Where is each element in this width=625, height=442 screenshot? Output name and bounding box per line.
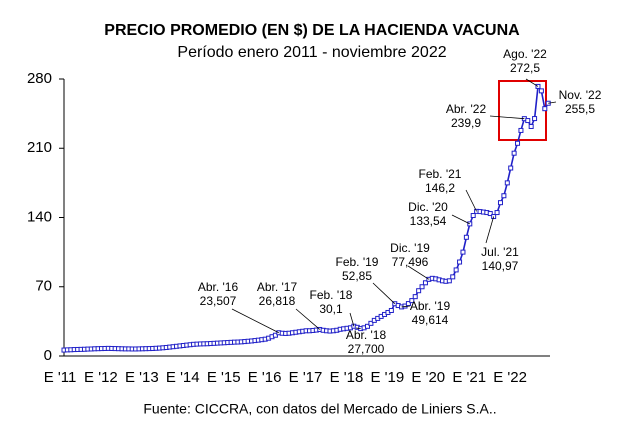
annotation-value: 52,85 <box>342 269 372 283</box>
marker <box>528 123 534 129</box>
marker <box>542 106 548 112</box>
y-tick-label: 70 <box>35 278 52 295</box>
annotation-label: Abr. '17 <box>257 280 298 294</box>
marker <box>508 165 514 171</box>
annotation-value: 77,496 <box>392 255 429 269</box>
annotation-value: 23,507 <box>200 294 237 308</box>
x-tick-label: E '18 <box>330 369 364 386</box>
source: Fuente: CICCRA, con datos del Mercado de… <box>143 401 496 417</box>
annotation-label: Abr. '19 <box>410 299 451 313</box>
marker <box>463 234 469 240</box>
marker <box>364 323 370 329</box>
annotation-label: Abr. '16 <box>198 280 239 294</box>
marker <box>470 213 476 219</box>
y-tick-label: 0 <box>44 347 52 364</box>
annotation-value: 272,5 <box>510 61 540 75</box>
marker <box>538 88 544 94</box>
annotation-value: 27,700 <box>348 342 385 356</box>
marker <box>453 267 459 273</box>
leader-line <box>355 327 361 329</box>
x-tick-label: E '20 <box>411 369 445 386</box>
marker <box>457 259 463 265</box>
x-tick-label: E '12 <box>84 369 118 386</box>
marker <box>460 249 466 255</box>
marker <box>388 307 394 313</box>
marker <box>525 118 531 124</box>
leader-line <box>548 101 557 104</box>
leader-line <box>489 115 525 120</box>
annotation-value: 133,54 <box>410 214 447 228</box>
x-tick-label: E '21 <box>452 369 486 386</box>
marker <box>515 140 521 146</box>
marker <box>518 127 524 133</box>
marker <box>416 288 422 294</box>
x-tick-label: E '19 <box>370 369 404 386</box>
x-tick-label: E '22 <box>493 369 527 386</box>
marker <box>487 211 493 217</box>
y-tick-label: 280 <box>27 70 52 87</box>
marker <box>419 284 425 290</box>
leader-line <box>485 216 495 244</box>
annotation-value: 49,614 <box>412 313 449 327</box>
marker <box>450 274 456 280</box>
annotation-value: 239,9 <box>451 116 481 130</box>
leader-line <box>349 312 355 327</box>
y-tick-label: 210 <box>27 139 52 156</box>
annotation-value: 146,2 <box>425 181 455 195</box>
annotation-label: Dic. '19 <box>390 241 430 255</box>
y-tick-label: 140 <box>27 208 52 225</box>
annotation-label: Dic. '20 <box>408 200 448 214</box>
marker <box>511 150 517 156</box>
marker <box>409 298 415 304</box>
annotation-label: Nov. '22 <box>559 88 602 102</box>
marker <box>446 278 452 284</box>
annotation-label: Jul. '21 <box>481 245 519 259</box>
x-tick-label: E '15 <box>207 369 241 386</box>
x-tick-label: E '16 <box>248 369 282 386</box>
annotation-label: Abr. '22 <box>446 102 487 116</box>
leader-line <box>372 282 396 305</box>
annotation-value: 140,97 <box>482 259 519 273</box>
marker <box>412 294 418 300</box>
annotation-value: 30,1 <box>319 302 343 316</box>
marker <box>368 320 374 326</box>
marker <box>494 210 500 216</box>
annotation-value: 255,5 <box>565 102 595 116</box>
annotation-value: 26,818 <box>259 294 296 308</box>
marker <box>422 280 428 286</box>
marker <box>532 116 538 122</box>
annotation-label: Feb. '18 <box>310 288 353 302</box>
annotation-label: Abr. '18 <box>346 328 387 342</box>
x-tick-label: E '11 <box>44 369 77 386</box>
marker <box>497 200 503 206</box>
leader-line <box>407 265 430 280</box>
annotation-label: Feb. '19 <box>336 255 379 269</box>
chart-title: PRECIO PROMEDIO (EN $) DE LA HACIENDA VA… <box>104 22 520 39</box>
annotation-label: Feb. '21 <box>419 167 462 181</box>
x-tick-label: E '14 <box>166 369 200 386</box>
marker <box>504 180 510 186</box>
annotation-label: Ago. '22 <box>503 47 547 61</box>
marker <box>501 193 507 199</box>
leader-line <box>525 78 539 87</box>
leader-line <box>401 305 411 308</box>
leader-line <box>451 214 470 225</box>
chart-subtitle: Período enero 2011 - noviembre 2022 <box>177 44 446 61</box>
marker <box>405 301 411 307</box>
leader-line <box>231 308 280 334</box>
x-tick-label: E '17 <box>289 369 323 386</box>
leader-line <box>295 308 321 330</box>
x-tick-label: E '13 <box>125 369 159 386</box>
leader-line <box>465 189 477 212</box>
